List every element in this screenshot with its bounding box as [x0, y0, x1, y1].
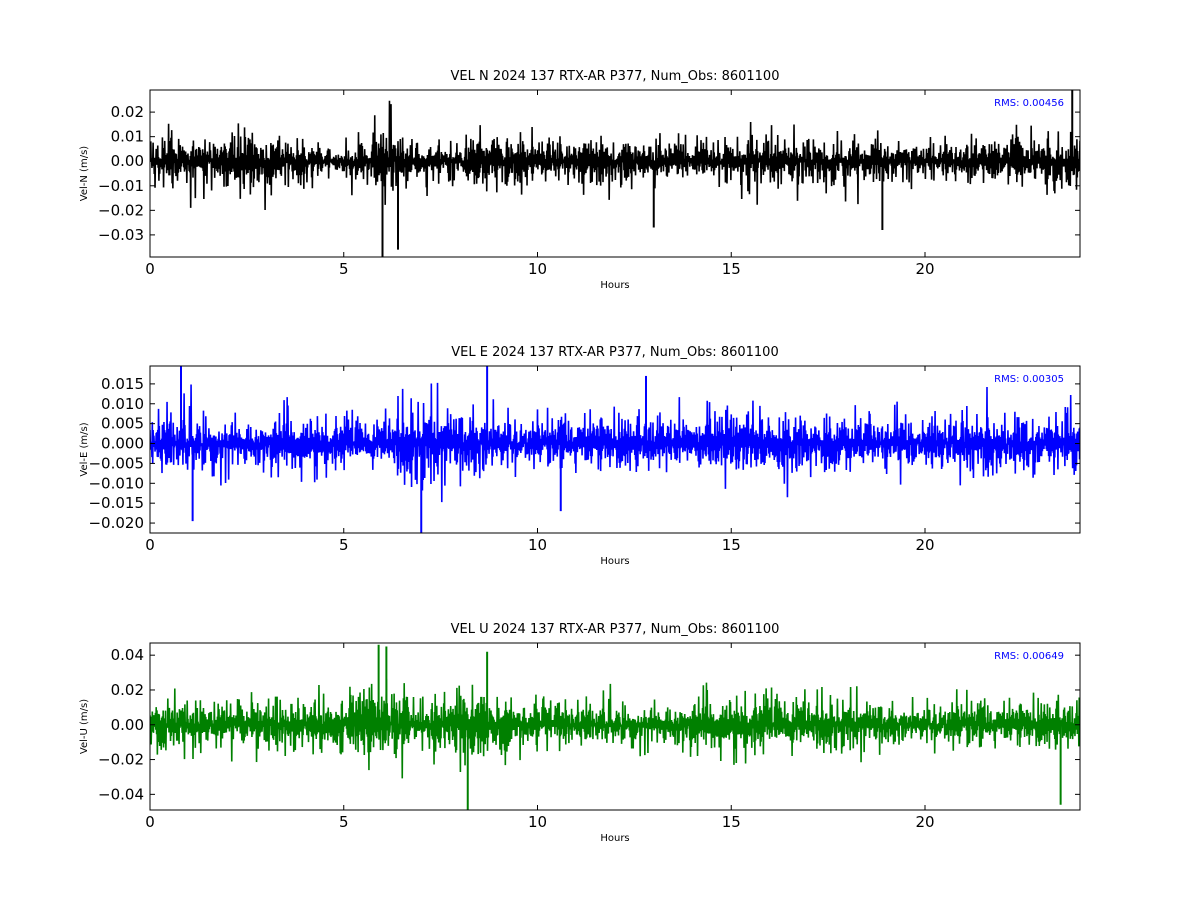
trace-n: [150, 100, 1080, 210]
xtick-label-u-0: 0: [145, 813, 155, 831]
xtick-label-u-3: 15: [722, 813, 741, 831]
xtick-label-n-4: 20: [915, 260, 934, 278]
xtick-label-n-2: 10: [528, 260, 547, 278]
xtick-label-u-1: 5: [339, 813, 349, 831]
ytick-label-e-5: 0.005: [101, 415, 144, 433]
ytick-label-n-1: −0.02: [98, 201, 144, 219]
ytick-label-u-3: 0.02: [111, 681, 144, 699]
ytick-label-u-0: −0.04: [98, 785, 144, 803]
xtick-label-e-0: 0: [145, 536, 155, 554]
title-u: VEL U 2024 137 RTX-AR P377, Num_Obs: 860…: [451, 622, 780, 637]
xtick-label-e-3: 15: [722, 536, 741, 554]
panel-u: 0 5 10 15 20 −0.04 −0.02 0.00 0.02 0.04 VEL U 2024…: [79, 622, 1081, 844]
xtick-label-u-2: 10: [528, 813, 547, 831]
xtick-label-n-1: 5: [339, 260, 349, 278]
ytick-label-n-3: 0.00: [111, 152, 144, 170]
title-e: VEL E 2024 137 RTX-AR P377, Num_Obs: 860…: [451, 345, 778, 360]
ytick-label-u-2: 0.00: [111, 716, 144, 734]
ytick-label-e-4: 0.000: [101, 435, 144, 453]
ytick-label-e-7: 0.015: [101, 375, 144, 393]
trace-u: [150, 678, 1080, 779]
rms-label-e: RMS: 0.00305: [994, 374, 1064, 385]
ytick-label-u-1: −0.02: [98, 751, 144, 769]
ytick-label-e-0: −0.020: [88, 514, 144, 532]
axes-frame-e: [149, 365, 1081, 534]
ytick-label-n-5: 0.02: [111, 103, 144, 121]
axes-frame-u: [149, 642, 1081, 811]
axes-frame-n: [149, 89, 1081, 258]
ylabel-n: Vel-N (m/s): [79, 146, 90, 201]
ylabel-u: Vel-U (m/s): [79, 699, 90, 754]
ytick-label-n-0: −0.03: [98, 226, 144, 244]
xtick-label-e-2: 10: [528, 536, 547, 554]
ytick-label-n-2: −0.01: [98, 177, 144, 195]
xtick-label-e-1: 5: [339, 536, 349, 554]
ytick-label-e-6: 0.010: [101, 395, 144, 413]
ytick-label-e-1: −0.015: [88, 494, 144, 512]
ytick-label-e-3: −0.005: [88, 454, 144, 472]
ylabel-e: Vel-E (m/s): [79, 422, 90, 476]
xlabel-e: Hours: [600, 556, 629, 567]
xlabel-n: Hours: [600, 280, 629, 291]
title-n: VEL N 2024 137 RTX-AR P377, Num_Obs: 860…: [451, 69, 780, 84]
xlabel-u: Hours: [600, 833, 629, 844]
trace-e: [150, 382, 1080, 503]
ytick-label-n-4: 0.01: [111, 128, 144, 146]
xtick-label-u-4: 20: [915, 813, 934, 831]
xtick-label-n-3: 15: [722, 260, 741, 278]
ytick-label-e-2: −0.010: [88, 474, 144, 492]
panel-n: 0 5 10 15 20 −0.03 −0.02 −0.01 0.00 0.01 0.02 VEL N…: [79, 69, 1081, 291]
rms-label-u: RMS: 0.00649: [994, 651, 1064, 662]
rms-label-n: RMS: 0.00456: [994, 98, 1064, 109]
xtick-label-e-4: 20: [915, 536, 934, 554]
xtick-label-n-0: 0: [145, 260, 155, 278]
ytick-label-u-4: 0.04: [111, 646, 144, 664]
